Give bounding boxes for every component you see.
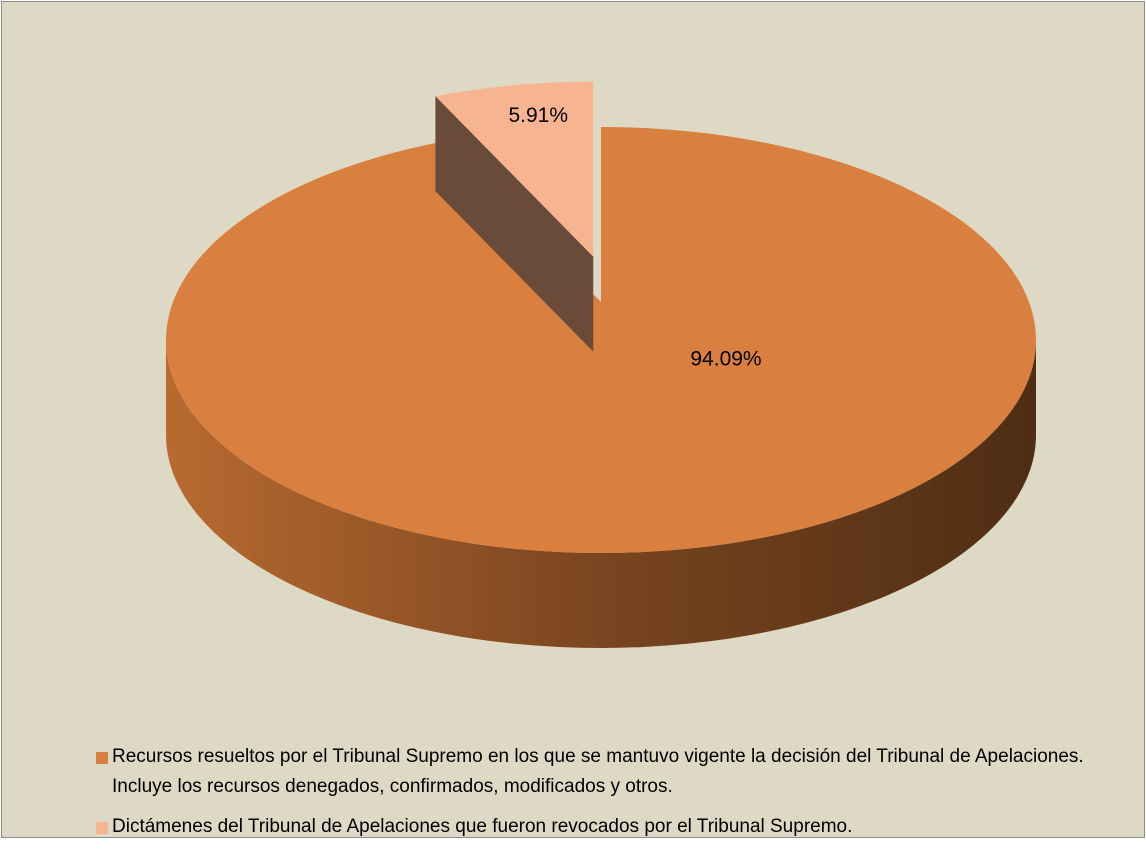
legend: Recursos resueltos por el Tribunal Supre… [96, 742, 1096, 852]
legend-entry: Dictámenes del Tribunal de Apelaciones q… [96, 812, 1096, 842]
legend-label: Dictámenes del Tribunal de Apelaciones q… [112, 816, 853, 837]
data-label: 5.91% [508, 104, 568, 127]
data-label: 94.09% [690, 348, 761, 371]
legend-entry: Recursos resueltos por el Tribunal Supre… [96, 742, 1096, 802]
legend-swatch [96, 752, 108, 764]
slice-cut-face [435, 96, 594, 352]
legend-label: Recursos resueltos por el Tribunal Supre… [112, 746, 1084, 797]
pie-plot: 94.09% 5.91% [165, 81, 1036, 648]
slice [165, 127, 1036, 553]
slice [435, 81, 594, 257]
pie-side [166, 340, 1036, 648]
legend-swatch [96, 822, 108, 834]
